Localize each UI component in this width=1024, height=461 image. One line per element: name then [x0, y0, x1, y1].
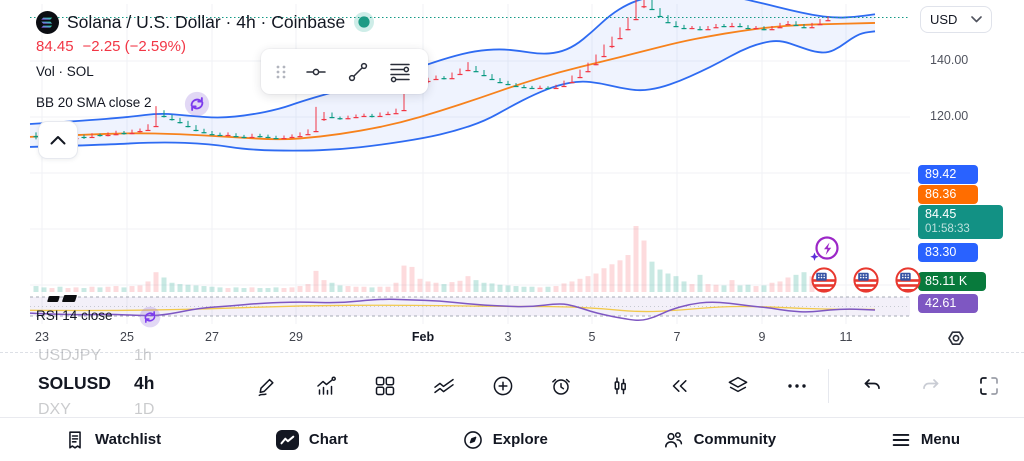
nav-item-chart[interactable]: Chart [275, 429, 348, 451]
time-tick: Feb [411, 330, 435, 344]
nav-label: Community [693, 431, 777, 448]
price-value-label: 84.45 01:58:33 [918, 205, 1003, 239]
price-value-label: 83.30 [918, 243, 978, 262]
nav-label: Watchlist [95, 431, 162, 448]
grid-lines [30, 4, 910, 324]
time-tick: 9 [758, 330, 766, 344]
bar-countdown: 01:58:33 [925, 223, 970, 235]
time-tick: 7 [673, 330, 681, 344]
symbol-interval: 4h [134, 373, 155, 393]
currency-select[interactable]: USD [920, 6, 992, 33]
symbol-strip: USDJPY 1h SOLUSD 4h DXY 1D [0, 347, 1024, 419]
symbol-name: USDJPY [38, 347, 102, 364]
indicators-icon[interactable] [311, 371, 341, 401]
chart-settings-icon[interactable] [944, 327, 968, 351]
price-value-label: 42.61 [918, 294, 978, 313]
indicator-sync-icon[interactable] [138, 305, 162, 334]
undo-button[interactable] [857, 371, 887, 401]
quick-trade-icon[interactable] [806, 234, 842, 273]
horizontal-line-tool-icon[interactable] [297, 53, 335, 91]
explore-icon [462, 429, 484, 451]
fib-retracement-tool-icon[interactable] [381, 53, 419, 91]
price-value-label: 86.36 [918, 185, 978, 204]
redo-button[interactable] [916, 371, 946, 401]
bollinger-upper-line [29, 30, 876, 152]
market-status-icon [354, 12, 375, 32]
layers-icon[interactable] [723, 371, 753, 401]
symbol-name: DXY [38, 401, 71, 418]
draw-icon[interactable] [252, 371, 282, 401]
nav-item-watchlist[interactable]: Watchlist [64, 429, 161, 451]
event-marker [61, 295, 78, 302]
nav-item-explore[interactable]: Explore [462, 429, 548, 451]
symbol-row-dxy[interactable]: DXY 1D [38, 401, 154, 419]
bb-indicator-label[interactable]: BB 20 SMA close 2 [36, 95, 152, 110]
more-icon[interactable] [782, 371, 812, 401]
floating-toolbar [261, 49, 428, 94]
chevron-up-icon [50, 136, 66, 145]
add-icon[interactable] [488, 371, 518, 401]
bars-icon[interactable] [605, 371, 635, 401]
bottom-nav: Watchlist Chart Explore Community Menu [0, 417, 1024, 461]
bollinger-lower-line [29, 0, 876, 125]
time-tick: 5 [588, 330, 596, 344]
rsi-pane [29, 296, 910, 322]
replay-icon[interactable] [664, 371, 694, 401]
time-tick: 3 [504, 330, 512, 344]
trend-line-tool-icon[interactable] [339, 53, 377, 91]
price-tick: 120.00 [930, 109, 969, 123]
time-tick: 27 [205, 330, 219, 344]
watchlist-icon [64, 429, 86, 451]
time-tick: 25 [120, 330, 134, 344]
currency-value: USD [930, 12, 958, 27]
time-tick: 29 [289, 330, 303, 344]
layouts-icon[interactable] [370, 371, 400, 401]
symbol-title: Solana / U.S. Dollar · 4h · Coinbase [67, 11, 346, 32]
symbol-header[interactable]: Solana / U.S. Dollar · 4h · Coinbase [36, 8, 375, 36]
toolbar-divider [828, 368, 829, 403]
symbol-name: SOLUSD [38, 373, 111, 393]
compare-icon[interactable] [429, 371, 459, 401]
symbol-interval: 1h [134, 347, 152, 364]
price-change: −2.25 (−2.59%) [82, 38, 186, 55]
nav-label: Explore [492, 431, 548, 448]
chart-icon [275, 429, 300, 451]
volume-bars [33, 226, 831, 292]
chevron-down-icon [971, 16, 982, 23]
symbol-row-usdjpy[interactable]: USDJPY 1h [38, 347, 152, 365]
menu-icon [890, 429, 912, 451]
price-row: 84.45 −2.25 (−2.59%) [36, 38, 186, 55]
symbol-interval: 1D [134, 401, 155, 418]
rsi-line [29, 298, 876, 322]
community-icon [662, 429, 685, 451]
nav-label: Menu [920, 431, 960, 448]
fullscreen-button[interactable] [974, 371, 1004, 401]
chart-canvas[interactable] [0, 0, 1024, 352]
economic-event-flag-icon[interactable] [852, 266, 880, 299]
economic-event-flag-icon[interactable] [810, 266, 838, 299]
chart-toolbar [252, 353, 812, 418]
time-tick: 23 [35, 330, 49, 344]
price-tick: 140.00 [930, 53, 969, 67]
nav-item-menu[interactable]: Menu [890, 429, 960, 451]
symbol-row-solusd[interactable]: SOLUSD 4h [38, 373, 154, 394]
drag-handle-icon[interactable] [269, 53, 293, 91]
time-axis[interactable]: 23 25 27 29 Feb 3 5 7 9 11 [0, 326, 1024, 352]
event-marker [47, 296, 60, 302]
rsi-indicator-label[interactable]: RSI 14 close [36, 308, 113, 323]
price-value-label: 89.42 [918, 165, 978, 184]
nav-item-community[interactable]: Community [662, 429, 777, 451]
indicator-sync-icon[interactable] [183, 90, 211, 123]
collapse-pane-button[interactable] [38, 121, 78, 159]
nav-label: Chart [308, 431, 349, 448]
time-tick: 11 [839, 330, 853, 344]
economic-event-flag-icon[interactable] [894, 266, 922, 299]
solana-logo-icon [36, 10, 59, 34]
alert-icon[interactable] [546, 371, 576, 401]
last-price: 84.45 [36, 38, 74, 55]
price-value-label: 85.11 K [918, 272, 986, 291]
candles [33, 0, 831, 141]
volume-indicator-label[interactable]: Vol · SOL [36, 64, 94, 79]
